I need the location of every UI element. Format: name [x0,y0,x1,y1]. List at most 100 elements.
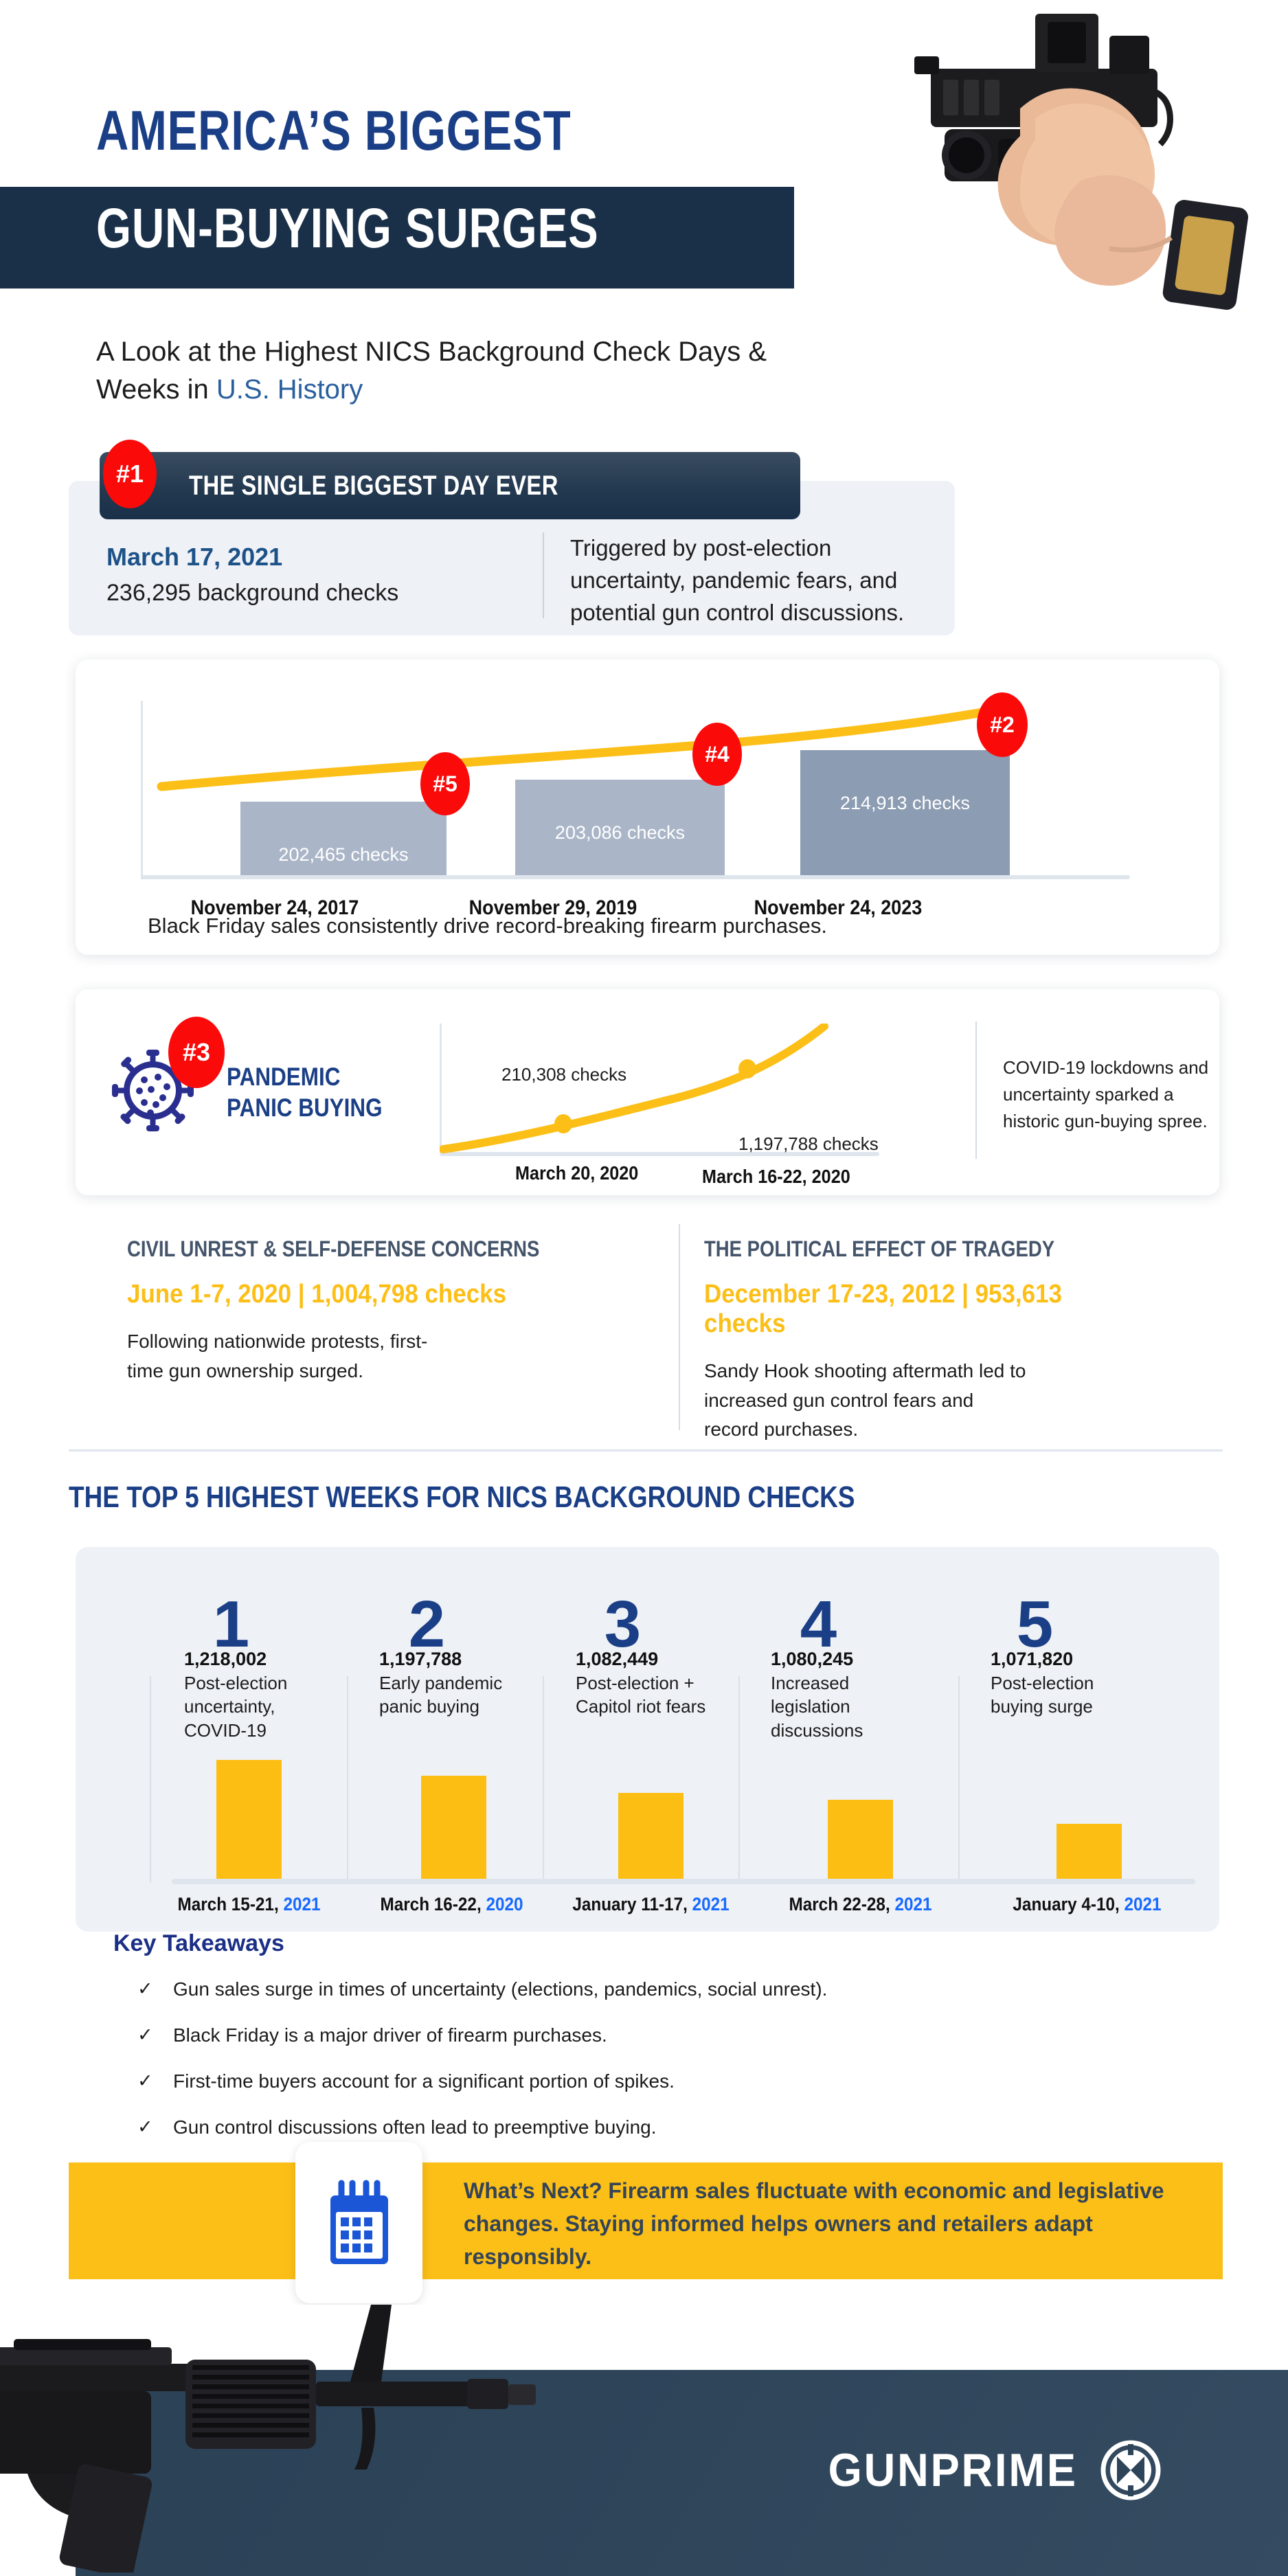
pan-value-label-0: 210,308 checks [501,1064,627,1085]
check-icon: ✓ [137,1978,153,1999]
top5-desc-1: Post-election uncertainty, COVID-19 [184,1673,288,1741]
political-tragedy-body: Sandy Hook shooting aftermath led to inc… [704,1360,1026,1440]
bf-bar-label-2: 214,913 checks [839,793,971,813]
bf-y-axis [141,701,143,879]
top5-desc-5: Post-election buying surge [991,1673,1094,1717]
pandemic-divider [975,1021,977,1159]
pan-trend-line [440,1024,828,1153]
page-subtitle: A Look at the Highest NICS Background Ch… [96,333,783,409]
calendar-icon-card [295,2142,422,2303]
t5-xlabel-prefix-4: March 22-28, [789,1894,895,1914]
top5-bar-2 [421,1776,486,1879]
rank-badge-2: #2 [977,692,1028,757]
top5-sep-4 [738,1676,740,1882]
bf-bar-label-1: 203,086 checks [554,822,686,843]
bf-xlabel-0: November 24, 2017 [190,896,359,919]
page-title-line2: GUN-BUYING SURGES [96,197,599,260]
subtitle-text: A Look at the Highest NICS Background Ch… [96,337,767,405]
coronavirus-icon [106,1044,199,1137]
card1-divider [543,532,544,618]
top5-desc-3: Post-election + Capitol riot fears [576,1673,706,1717]
top5-col-3: 3 [508,1547,737,1932]
hero-section: AMERICA’S BIGGEST GUN-BUYING SURGES A Lo… [0,0,1288,405]
top5-bar-3 [618,1793,683,1879]
check-icon: ✓ [137,2024,153,2045]
top5-rank-2: 2 [408,1588,446,1661]
takeaway-text-3: First-time buyers account for a signific… [173,2070,675,2092]
rank-badge-4: #4 [692,723,742,786]
pandemic-title-line2: PANIC BUYING [227,1094,383,1122]
check-icon: ✓ [137,2116,153,2137]
biggest-day-checks: 236,295 background checks [106,580,399,606]
black-friday-card: 202,465 checks 203,086 checks 214,913 ch… [76,659,1219,955]
whats-next-banner [69,2162,1223,2279]
biggest-day-date: March 17, 2021 [106,543,283,571]
top5-rank-5: 5 [1016,1588,1054,1661]
two-column-section: CIVIL UNREST & SELF-DEFENSE CONCERNS Jun… [69,1224,1223,1445]
pandemic-card [76,989,1219,1195]
top5-col-4: 4 [704,1547,933,1932]
biggest-day-note: Triggered by post-election uncertainty, … [570,535,905,625]
political-tragedy-block: THE POLITICAL EFFECT OF TRAGEDY December… [704,1236,1185,1445]
pan-xlabel-1: March 16-22, 2020 [701,1166,850,1187]
t5-xlabel-year-4: 2021 [894,1894,932,1914]
bf-bar-2: 214,913 checks [800,750,1010,875]
t5-xlabel-prefix-1: March 15-21, [177,1894,284,1914]
top5-col-2: 2 [313,1547,541,1932]
top5-rank-4: 4 [800,1588,837,1661]
pandemic-title-line1: PANDEMIC [227,1063,341,1091]
top5-desc-2: Early pandemic panic buying [379,1673,503,1717]
bf-xlabel-1: November 29, 2019 [468,896,637,919]
bf-bar-label-0: 202,465 checks [278,844,409,865]
pandemic-chart [440,1024,914,1175]
rank-badge-3: #3 [168,1017,225,1088]
top5-title: THE TOP 5 HIGHEST WEEKS FOR NICS BACKGRO… [69,1480,855,1514]
subtitle-link[interactable]: U.S. History [216,374,363,405]
top5-value-4: 1,080,245 [771,1649,854,1669]
whats-next-text: What’s Next? Firearm sales fluctuate wit… [464,2178,1164,2269]
black-friday-caption: Black Friday sales consistently drive re… [148,914,827,938]
top5-bar-5 [1057,1824,1122,1879]
top5-value-2: 1,197,788 [379,1649,462,1669]
political-tragedy-heading: THE POLITICAL EFFECT OF TRAGEDY [704,1236,1055,1261]
calendar-icon [330,2180,388,2264]
t5-xlabel-prefix-5: January 4-10, [1013,1894,1125,1914]
check-icon: ✓ [137,2070,153,2091]
top5-sep-5 [958,1676,960,1882]
top5-xlabel-5: January 4-10, 2021 [984,1894,1191,1915]
civil-unrest-body: Following nationwide protests, first-tim… [127,1331,428,1381]
pan-x-axis [440,1152,879,1156]
top5-baseline [172,1879,1195,1884]
top5-value-1: 1,218,002 [184,1649,267,1669]
gunprime-logo[interactable]: GUNPRIME [819,2440,1161,2500]
top5-value-3: 1,082,449 [576,1649,659,1669]
title-navy-band [0,187,794,289]
civil-unrest-block: CIVIL UNREST & SELF-DEFENSE CONCERNS Jun… [127,1236,608,1386]
bf-x-axis [141,875,1130,879]
pandemic-title: PANDEMIC PANIC BUYING [227,1061,383,1123]
pandemic-note: COVID-19 lockdowns and uncertainty spark… [1003,1057,1209,1131]
civil-unrest-heading: CIVIL UNREST & SELF-DEFENSE CONCERNS [127,1236,540,1261]
biggest-day-ribbon: THE SINGLE BIGGEST DAY EVER [100,452,800,519]
pan-value-label-1: 1,197,788 checks [738,1133,879,1154]
takeaway-text-4: Gun control discussions often lead to pr… [173,2116,657,2138]
civil-unrest-stat: June 1-7, 2020 | 1,004,798 checks [127,1280,507,1309]
pistol-in-hands-photo [725,7,1288,323]
top5-xlabel-3: January 11-17, 2021 [547,1894,755,1915]
bf-xlabel-2: November 24, 2023 [754,896,923,919]
page-title-line1: AMERICA’S BIGGEST [96,100,572,162]
pan-xlabel-0: March 20, 2020 [515,1162,639,1184]
top5-xlabel-4: March 22-28, 2021 [757,1894,964,1915]
top5-bar-4 [828,1800,893,1879]
political-tragedy-stat: December 17-23, 2012 | 953,613 checks [704,1280,1062,1338]
footer-section: GUNPRIME [0,2305,1288,2576]
ar15-rifle-photo [0,2305,797,2576]
pan-y-axis [440,1024,442,1154]
bf-bar-1: 203,086 checks [515,780,725,875]
top5-xlabel-2: March 16-22, 2020 [348,1894,556,1915]
t5-xlabel-year-1: 2021 [283,1894,321,1914]
t5-xlabel-prefix-2: March 16-22, [380,1894,486,1914]
takeaway-text-1: Gun sales surge in times of uncertainty … [173,1978,828,2000]
ribbon-label: THE SINGLE BIGGEST DAY EVER [189,470,558,501]
